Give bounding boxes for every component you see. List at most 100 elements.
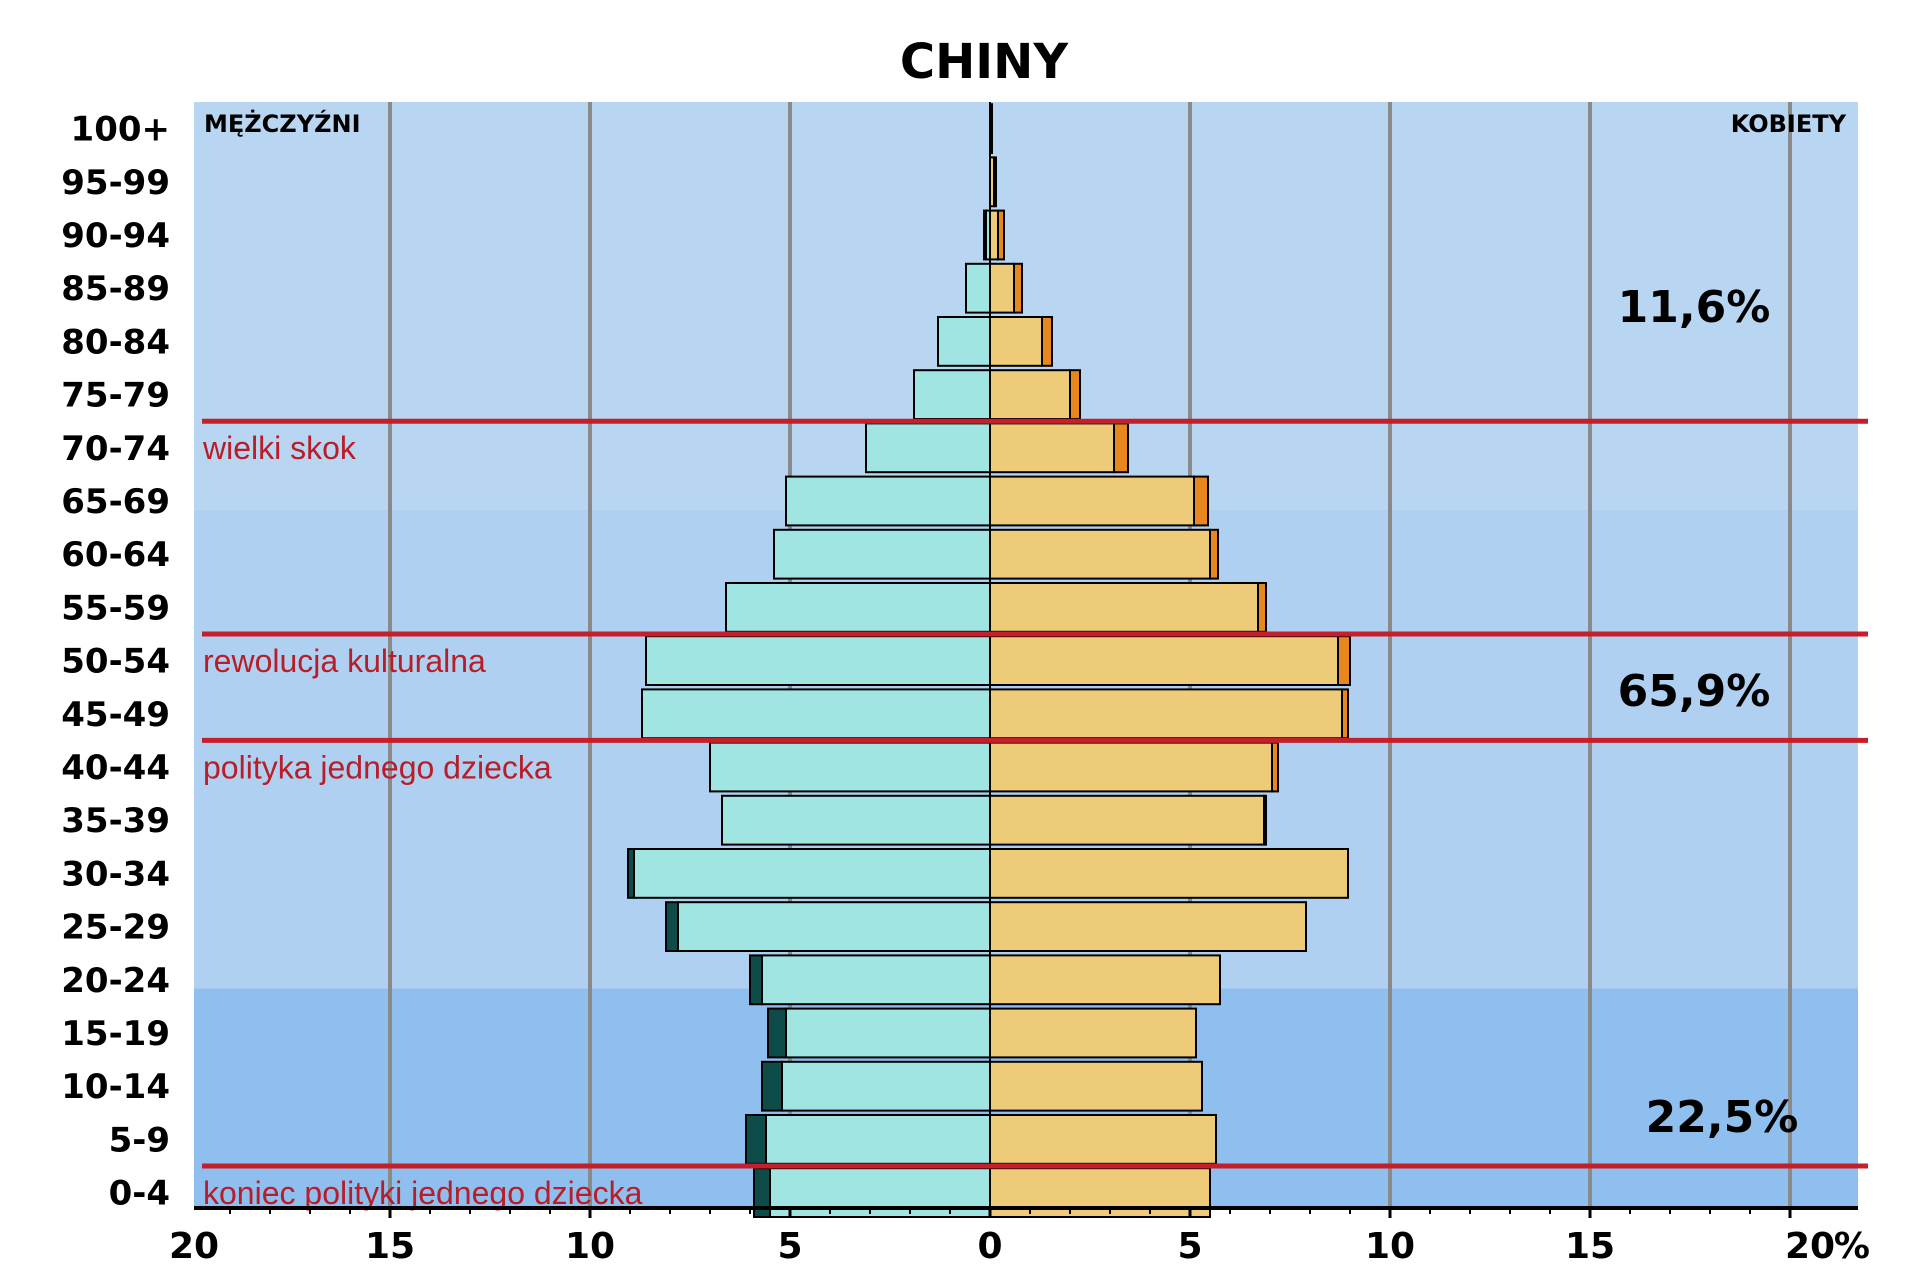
male-bar — [785, 1007, 991, 1059]
x-axis: 20 15 10 5 0 5 10 15 20 — [169, 1206, 1858, 1267]
female-bar — [989, 635, 1339, 687]
male-bar — [677, 901, 991, 953]
age-label: 100+ — [71, 110, 170, 150]
event-lines: wielki skok rewolucja kulturalna polityka … — [202, 418, 1868, 1211]
female-excess-bar — [1013, 262, 1023, 314]
female-bar — [989, 848, 1349, 899]
female-excess-bar — [993, 156, 997, 208]
age-label: 35-39 — [61, 801, 170, 841]
male-bar — [913, 369, 991, 421]
male-excess-bar — [767, 1007, 787, 1059]
male-excess-bar — [665, 901, 679, 953]
x-tick-label: 5 — [777, 1226, 802, 1267]
female-bar — [989, 954, 1221, 1006]
x-tick-label: 10 — [1365, 1226, 1415, 1267]
age-label: 80-84 — [61, 322, 170, 362]
age-label: 15-19 — [61, 1014, 170, 1054]
female-excess-bar — [1041, 316, 1053, 367]
female-bar — [989, 741, 1273, 793]
event-label: koniec polityki jednego dziecka — [203, 1175, 643, 1211]
female-excess-bar — [1113, 422, 1129, 474]
age-label: 20-24 — [61, 961, 170, 1001]
female-bar — [989, 794, 1265, 846]
male-bar — [965, 262, 991, 314]
x-tick-label: 0 — [977, 1226, 1002, 1267]
male-bar — [781, 1060, 991, 1112]
female-bar — [989, 316, 1043, 367]
female-bar — [989, 369, 1071, 421]
male-excess-bar — [749, 954, 763, 1006]
event-label: wielki skok — [202, 430, 357, 466]
female-bar — [989, 422, 1115, 474]
event-label: rewolucja kulturalna — [203, 643, 486, 679]
age-label: 5-9 — [109, 1120, 170, 1160]
female-excess-bar — [1263, 794, 1267, 846]
female-bar — [989, 475, 1195, 527]
male-bar — [645, 635, 991, 687]
male-excess-bar — [983, 209, 987, 261]
female-bar — [989, 582, 1259, 633]
x-tick-label: 15 — [1565, 1226, 1615, 1267]
female-label: KOBIETY — [1731, 110, 1847, 138]
male-bar — [709, 741, 991, 793]
age-label: 45-49 — [61, 695, 170, 735]
female-bar — [989, 209, 999, 261]
female-excess-bar — [1337, 635, 1351, 687]
age-label: 30-34 — [61, 854, 170, 894]
female-excess-bar — [1193, 475, 1209, 527]
bars — [627, 102, 1351, 1218]
age-label: 25-29 — [61, 908, 170, 948]
age-label: 10-14 — [61, 1067, 170, 1107]
female-excess-bar — [1341, 688, 1349, 740]
male-bar — [765, 1114, 991, 1165]
male-bar — [937, 316, 991, 367]
male-excess-bar — [761, 1060, 783, 1112]
male-bar — [773, 528, 991, 580]
age-label: 0-4 — [109, 1174, 170, 1214]
female-bar — [989, 1060, 1203, 1112]
male-bar — [721, 794, 991, 846]
female-bar — [989, 901, 1307, 953]
male-bar — [761, 954, 991, 1006]
male-excess-bar — [627, 848, 635, 899]
event-label: polityka jednego dziecka — [203, 749, 552, 785]
female-bar — [989, 262, 1015, 314]
age-label: 65-69 — [61, 482, 170, 522]
male-bar — [865, 422, 991, 474]
group-share-label: 65,9% — [1618, 666, 1771, 717]
male-label: MĘŻCZYŹNI — [204, 109, 361, 138]
female-bar — [989, 1114, 1217, 1165]
labels: CHINY MĘŻCZYŹNI KOBIETY % 100+ 95-99 90-94… — [61, 34, 1870, 1267]
x-tick-label: 10 — [565, 1226, 615, 1267]
age-label: 55-59 — [61, 588, 170, 628]
age-label: 90-94 — [61, 216, 170, 256]
age-label: 70-74 — [61, 429, 170, 469]
chart-title: CHINY — [900, 34, 1069, 90]
female-bar — [989, 1007, 1197, 1059]
female-bar — [989, 528, 1211, 580]
male-bar — [785, 475, 991, 527]
female-bar — [989, 688, 1343, 740]
group-share-label: 22,5% — [1646, 1092, 1799, 1143]
age-label: 50-54 — [61, 642, 170, 682]
female-excess-bar — [1069, 369, 1081, 421]
female-excess-bar — [1271, 741, 1279, 793]
age-label: 75-79 — [61, 376, 170, 416]
x-tick-label: 20 — [169, 1226, 219, 1267]
x-tick-label: 15 — [365, 1226, 415, 1267]
male-bar — [633, 848, 991, 899]
age-label: 95-99 — [61, 163, 170, 203]
x-tick-label: 5 — [1177, 1226, 1202, 1267]
female-excess-bar — [1257, 582, 1267, 633]
group-share-label: 11,6% — [1618, 282, 1771, 333]
female-excess-bar — [1209, 528, 1219, 580]
male-bar — [725, 582, 991, 633]
x-tick-label: 20 — [1785, 1226, 1835, 1267]
male-excess-bar — [745, 1114, 767, 1165]
age-label: 40-44 — [61, 748, 170, 788]
age-label: 60-64 — [61, 535, 170, 575]
unit-label: % — [1834, 1226, 1870, 1267]
male-bar — [641, 688, 991, 740]
female-excess-bar — [997, 209, 1005, 261]
